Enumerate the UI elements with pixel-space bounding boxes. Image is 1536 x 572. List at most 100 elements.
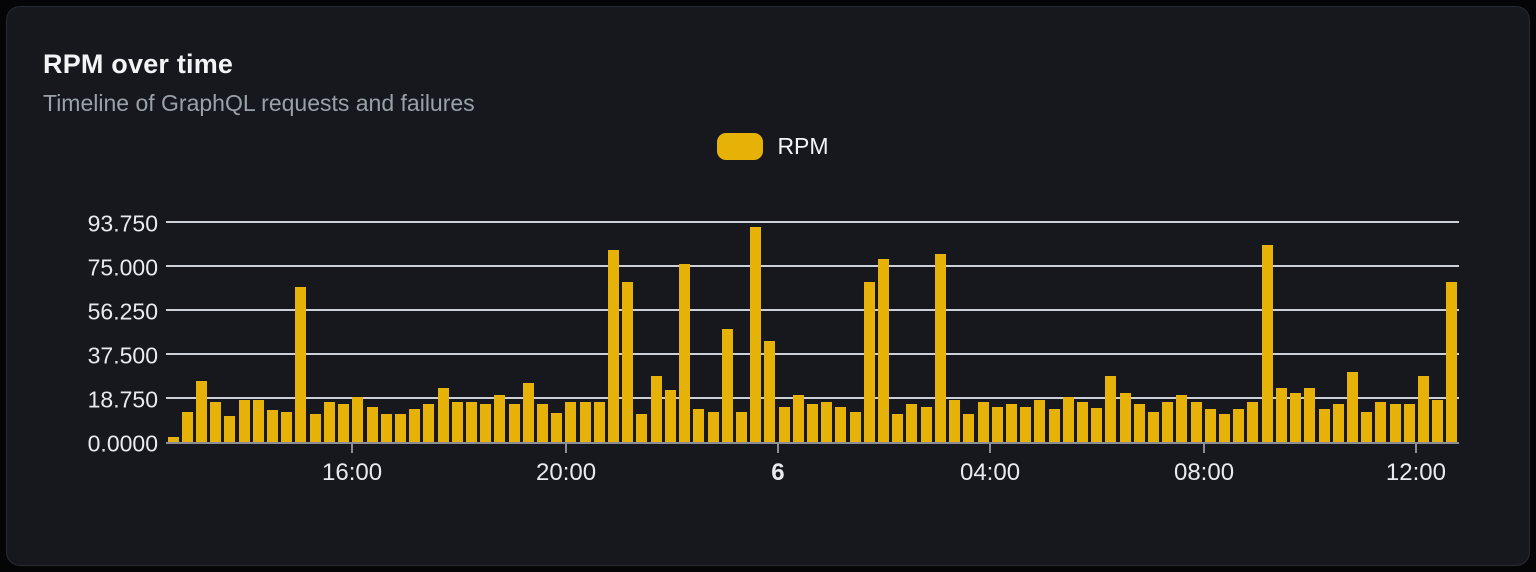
bar[interactable] bbox=[1176, 395, 1188, 442]
bar[interactable] bbox=[807, 404, 818, 442]
bar[interactable] bbox=[963, 413, 975, 442]
bar[interactable] bbox=[593, 402, 605, 442]
bar[interactable] bbox=[1361, 411, 1373, 442]
bar[interactable] bbox=[494, 395, 506, 442]
bar[interactable] bbox=[1304, 388, 1316, 442]
bar[interactable] bbox=[537, 404, 549, 442]
bar[interactable] bbox=[252, 399, 264, 442]
bar[interactable] bbox=[934, 254, 946, 442]
bar[interactable] bbox=[167, 437, 179, 442]
bar[interactable] bbox=[750, 227, 762, 442]
bar[interactable] bbox=[238, 399, 250, 442]
bar[interactable] bbox=[1389, 404, 1401, 442]
bar[interactable] bbox=[1204, 409, 1216, 442]
bar[interactable] bbox=[735, 411, 747, 442]
bar[interactable] bbox=[991, 406, 1003, 442]
bar[interactable] bbox=[1034, 399, 1046, 442]
bar[interactable] bbox=[1375, 402, 1387, 442]
bar[interactable] bbox=[1233, 409, 1245, 442]
bar[interactable] bbox=[835, 406, 847, 442]
bar[interactable] bbox=[338, 404, 350, 442]
bar[interactable] bbox=[622, 282, 634, 442]
bar[interactable] bbox=[309, 413, 321, 442]
legend: RPM bbox=[43, 133, 1503, 160]
bar[interactable] bbox=[778, 406, 790, 442]
bar[interactable] bbox=[224, 416, 236, 442]
bar[interactable] bbox=[1290, 392, 1302, 442]
bar[interactable] bbox=[281, 411, 293, 442]
legend-swatch-rpm[interactable] bbox=[717, 133, 764, 160]
bar[interactable] bbox=[1105, 376, 1117, 442]
bar[interactable] bbox=[1332, 404, 1344, 442]
chart-title: RPM over time bbox=[43, 49, 234, 79]
bar[interactable] bbox=[721, 329, 733, 442]
y-axis-label: 0.0000 bbox=[87, 430, 158, 457]
bar[interactable] bbox=[181, 411, 193, 442]
bar[interactable] bbox=[1048, 409, 1060, 442]
bar[interactable] bbox=[210, 402, 222, 442]
bar[interactable] bbox=[892, 413, 904, 442]
bar[interactable] bbox=[792, 395, 804, 442]
bar[interactable] bbox=[1005, 404, 1017, 442]
bar[interactable] bbox=[1275, 388, 1287, 442]
bar[interactable] bbox=[1432, 399, 1444, 442]
bar[interactable] bbox=[878, 258, 890, 442]
bar[interactable] bbox=[679, 263, 691, 442]
bar[interactable] bbox=[465, 402, 477, 442]
bar[interactable] bbox=[849, 411, 861, 442]
bar[interactable] bbox=[480, 404, 492, 442]
gridline bbox=[166, 309, 1459, 311]
bar[interactable] bbox=[579, 402, 591, 442]
bar[interactable] bbox=[906, 404, 918, 442]
bar[interactable] bbox=[1417, 376, 1429, 442]
bar[interactable] bbox=[664, 390, 676, 442]
bar[interactable] bbox=[863, 282, 875, 442]
bar[interactable] bbox=[650, 376, 662, 442]
bar[interactable] bbox=[423, 404, 435, 442]
bar[interactable] bbox=[295, 287, 307, 442]
bar[interactable] bbox=[608, 249, 620, 442]
bar[interactable] bbox=[920, 406, 932, 442]
bar[interactable] bbox=[196, 381, 208, 442]
bar[interactable] bbox=[565, 402, 577, 442]
bar[interactable] bbox=[508, 404, 520, 442]
bar[interactable] bbox=[693, 409, 705, 442]
x-axis-label: 6 bbox=[771, 459, 785, 486]
bar[interactable] bbox=[1076, 402, 1088, 442]
legend-label-rpm[interactable]: RPM bbox=[777, 133, 829, 159]
bar[interactable] bbox=[764, 341, 776, 442]
bar[interactable] bbox=[1020, 406, 1032, 442]
bar[interactable] bbox=[394, 413, 406, 442]
bar[interactable] bbox=[380, 413, 392, 442]
bar[interactable] bbox=[977, 402, 989, 442]
bar[interactable] bbox=[1346, 371, 1358, 442]
bar[interactable] bbox=[1162, 402, 1174, 442]
bar[interactable] bbox=[451, 402, 463, 442]
bar[interactable] bbox=[1403, 404, 1415, 442]
bar[interactable] bbox=[267, 410, 279, 442]
bar[interactable] bbox=[1133, 404, 1145, 442]
bar[interactable] bbox=[551, 412, 563, 442]
bar[interactable] bbox=[1062, 397, 1074, 442]
gridline bbox=[166, 353, 1459, 355]
bar[interactable] bbox=[437, 388, 449, 442]
bar[interactable] bbox=[1148, 411, 1159, 442]
bar[interactable] bbox=[1119, 392, 1131, 442]
x-axis-label: 08:00 bbox=[1173, 459, 1235, 486]
bar[interactable] bbox=[707, 411, 719, 442]
bar[interactable] bbox=[1190, 402, 1202, 442]
bar[interactable] bbox=[821, 402, 833, 442]
bar[interactable] bbox=[1318, 409, 1330, 442]
bar[interactable] bbox=[409, 409, 421, 442]
bar[interactable] bbox=[352, 397, 364, 442]
bar[interactable] bbox=[1247, 402, 1259, 442]
bar[interactable] bbox=[1261, 244, 1273, 442]
bar[interactable] bbox=[949, 399, 961, 442]
bar[interactable] bbox=[522, 383, 534, 442]
bar[interactable] bbox=[323, 402, 335, 442]
bar[interactable] bbox=[1446, 282, 1458, 442]
bar[interactable] bbox=[1219, 413, 1231, 442]
bar[interactable] bbox=[366, 406, 378, 442]
bar[interactable] bbox=[636, 413, 648, 442]
bar[interactable] bbox=[1091, 407, 1103, 442]
